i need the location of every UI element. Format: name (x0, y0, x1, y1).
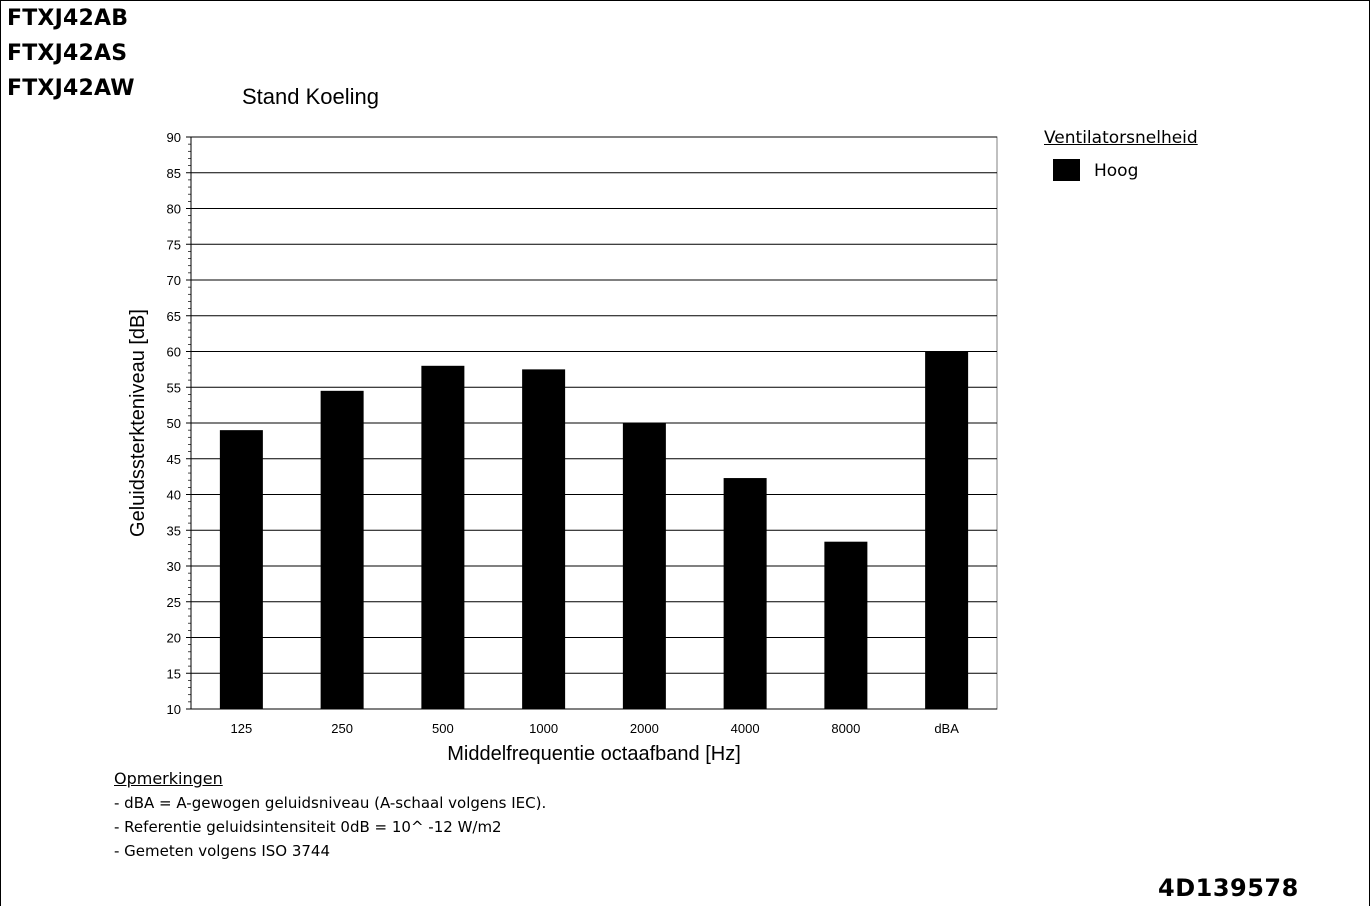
bar-250 (320, 390, 364, 709)
y-tick-label-40: 40 (167, 488, 181, 503)
x-tick-label-500: 500 (432, 721, 454, 736)
bar-8000 (824, 541, 868, 709)
model-code-1: FTXJ42AB (7, 6, 129, 31)
y-tick-label-15: 15 (167, 666, 181, 681)
document-code: 4D139578 (1158, 874, 1299, 902)
x-axis-label: Middelfrequentie octaafband [Hz] (447, 743, 741, 765)
x-tick-label-dBA: dBA (934, 721, 959, 736)
y-tick-label-45: 45 (167, 452, 181, 467)
x-tick-label-4000: 4000 (731, 721, 760, 736)
y-tick-label-30: 30 (167, 559, 181, 574)
legend-title: Ventilatorsnelheid (1044, 128, 1198, 148)
y-tick-label-60: 60 (167, 345, 181, 360)
bar-4000 (723, 478, 767, 709)
x-tick-label-250: 250 (331, 721, 353, 736)
bar-125 (219, 430, 263, 709)
y-tick-label-10: 10 (167, 702, 181, 717)
chart-title: Stand Koeling (242, 84, 379, 109)
y-tick-label-20: 20 (167, 631, 181, 646)
y-tick-label-80: 80 (167, 202, 181, 217)
y-tick-label-65: 65 (167, 309, 181, 324)
y-tick-label-75: 75 (167, 237, 181, 252)
x-tick-label-125: 125 (231, 721, 253, 736)
x-tick-label-1000: 1000 (529, 721, 558, 736)
legend-label-hoog: Hoog (1094, 161, 1139, 181)
bar-500 (421, 365, 465, 709)
bar-1000 (522, 369, 566, 709)
note-2: - Referentie geluidsintensiteit 0dB = 10… (114, 818, 502, 836)
y-tick-label-50: 50 (167, 416, 181, 431)
x-tick-label-8000: 8000 (831, 721, 860, 736)
notes-title: Opmerkingen (114, 769, 223, 788)
legend-swatch-hoog (1053, 159, 1080, 181)
note-1: - dBA = A-gewogen geluidsniveau (A-schaa… (114, 794, 547, 812)
y-tick-label-90: 90 (167, 130, 181, 145)
bar-2000 (622, 423, 666, 709)
x-tick-label-2000: 2000 (630, 721, 659, 736)
y-axis-label: Geluidssterkteniveau [dB] (127, 309, 149, 537)
y-tick-label-25: 25 (167, 595, 181, 610)
model-code-3: FTXJ42AW (7, 76, 135, 101)
bar-dBA (925, 351, 969, 709)
y-tick-label-70: 70 (167, 273, 181, 288)
model-code-2: FTXJ42AS (7, 41, 128, 66)
note-3: - Gemeten volgens ISO 3744 (114, 842, 331, 860)
y-tick-label-85: 85 (167, 166, 181, 181)
y-tick-label-35: 35 (167, 523, 181, 538)
y-tick-label-55: 55 (167, 380, 181, 395)
notes-section: Opmerkingen - dBA = A-gewogen geluidsniv… (114, 769, 546, 866)
